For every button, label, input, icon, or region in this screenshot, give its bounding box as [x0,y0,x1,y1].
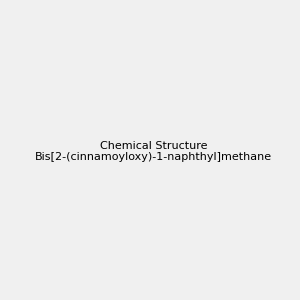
Text: Chemical Structure
Bis[2-(cinnamoyloxy)-1-naphthyl]methane: Chemical Structure Bis[2-(cinnamoyloxy)-… [35,141,272,162]
